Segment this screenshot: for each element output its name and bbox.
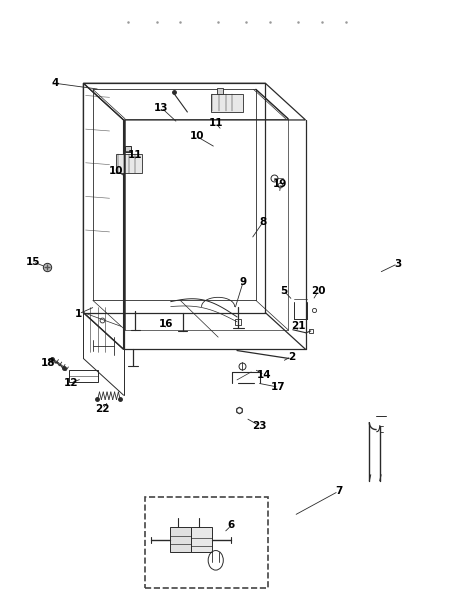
Text: 21: 21 [291,321,306,331]
Text: 16: 16 [159,319,173,329]
Text: 5: 5 [281,286,288,296]
Text: 7: 7 [335,486,342,496]
Bar [145,497,268,588]
Text: 2: 2 [288,352,295,362]
Text: 8: 8 [259,217,266,227]
Bar [117,154,143,173]
Text: 15: 15 [26,257,40,267]
Text: 13: 13 [154,103,169,113]
Bar [69,370,98,383]
Text: 1: 1 [75,309,82,319]
Text: 4: 4 [51,78,59,88]
Text: 19: 19 [273,179,288,189]
Bar [191,527,212,552]
Text: 11: 11 [209,118,223,128]
Text: 18: 18 [41,358,55,368]
Bar [211,94,243,112]
Text: 10: 10 [190,131,204,142]
Text: 3: 3 [394,259,401,268]
Text: 23: 23 [253,421,267,431]
Bar [170,527,191,552]
Text: 6: 6 [228,520,235,530]
Text: 12: 12 [64,378,78,388]
Text: 9: 9 [239,277,246,287]
Text: 20: 20 [311,286,326,296]
Text: 11: 11 [128,150,143,160]
Text: 14: 14 [257,370,272,380]
Text: 17: 17 [271,383,286,392]
Text: 22: 22 [95,404,109,414]
Text: 10: 10 [109,166,124,176]
